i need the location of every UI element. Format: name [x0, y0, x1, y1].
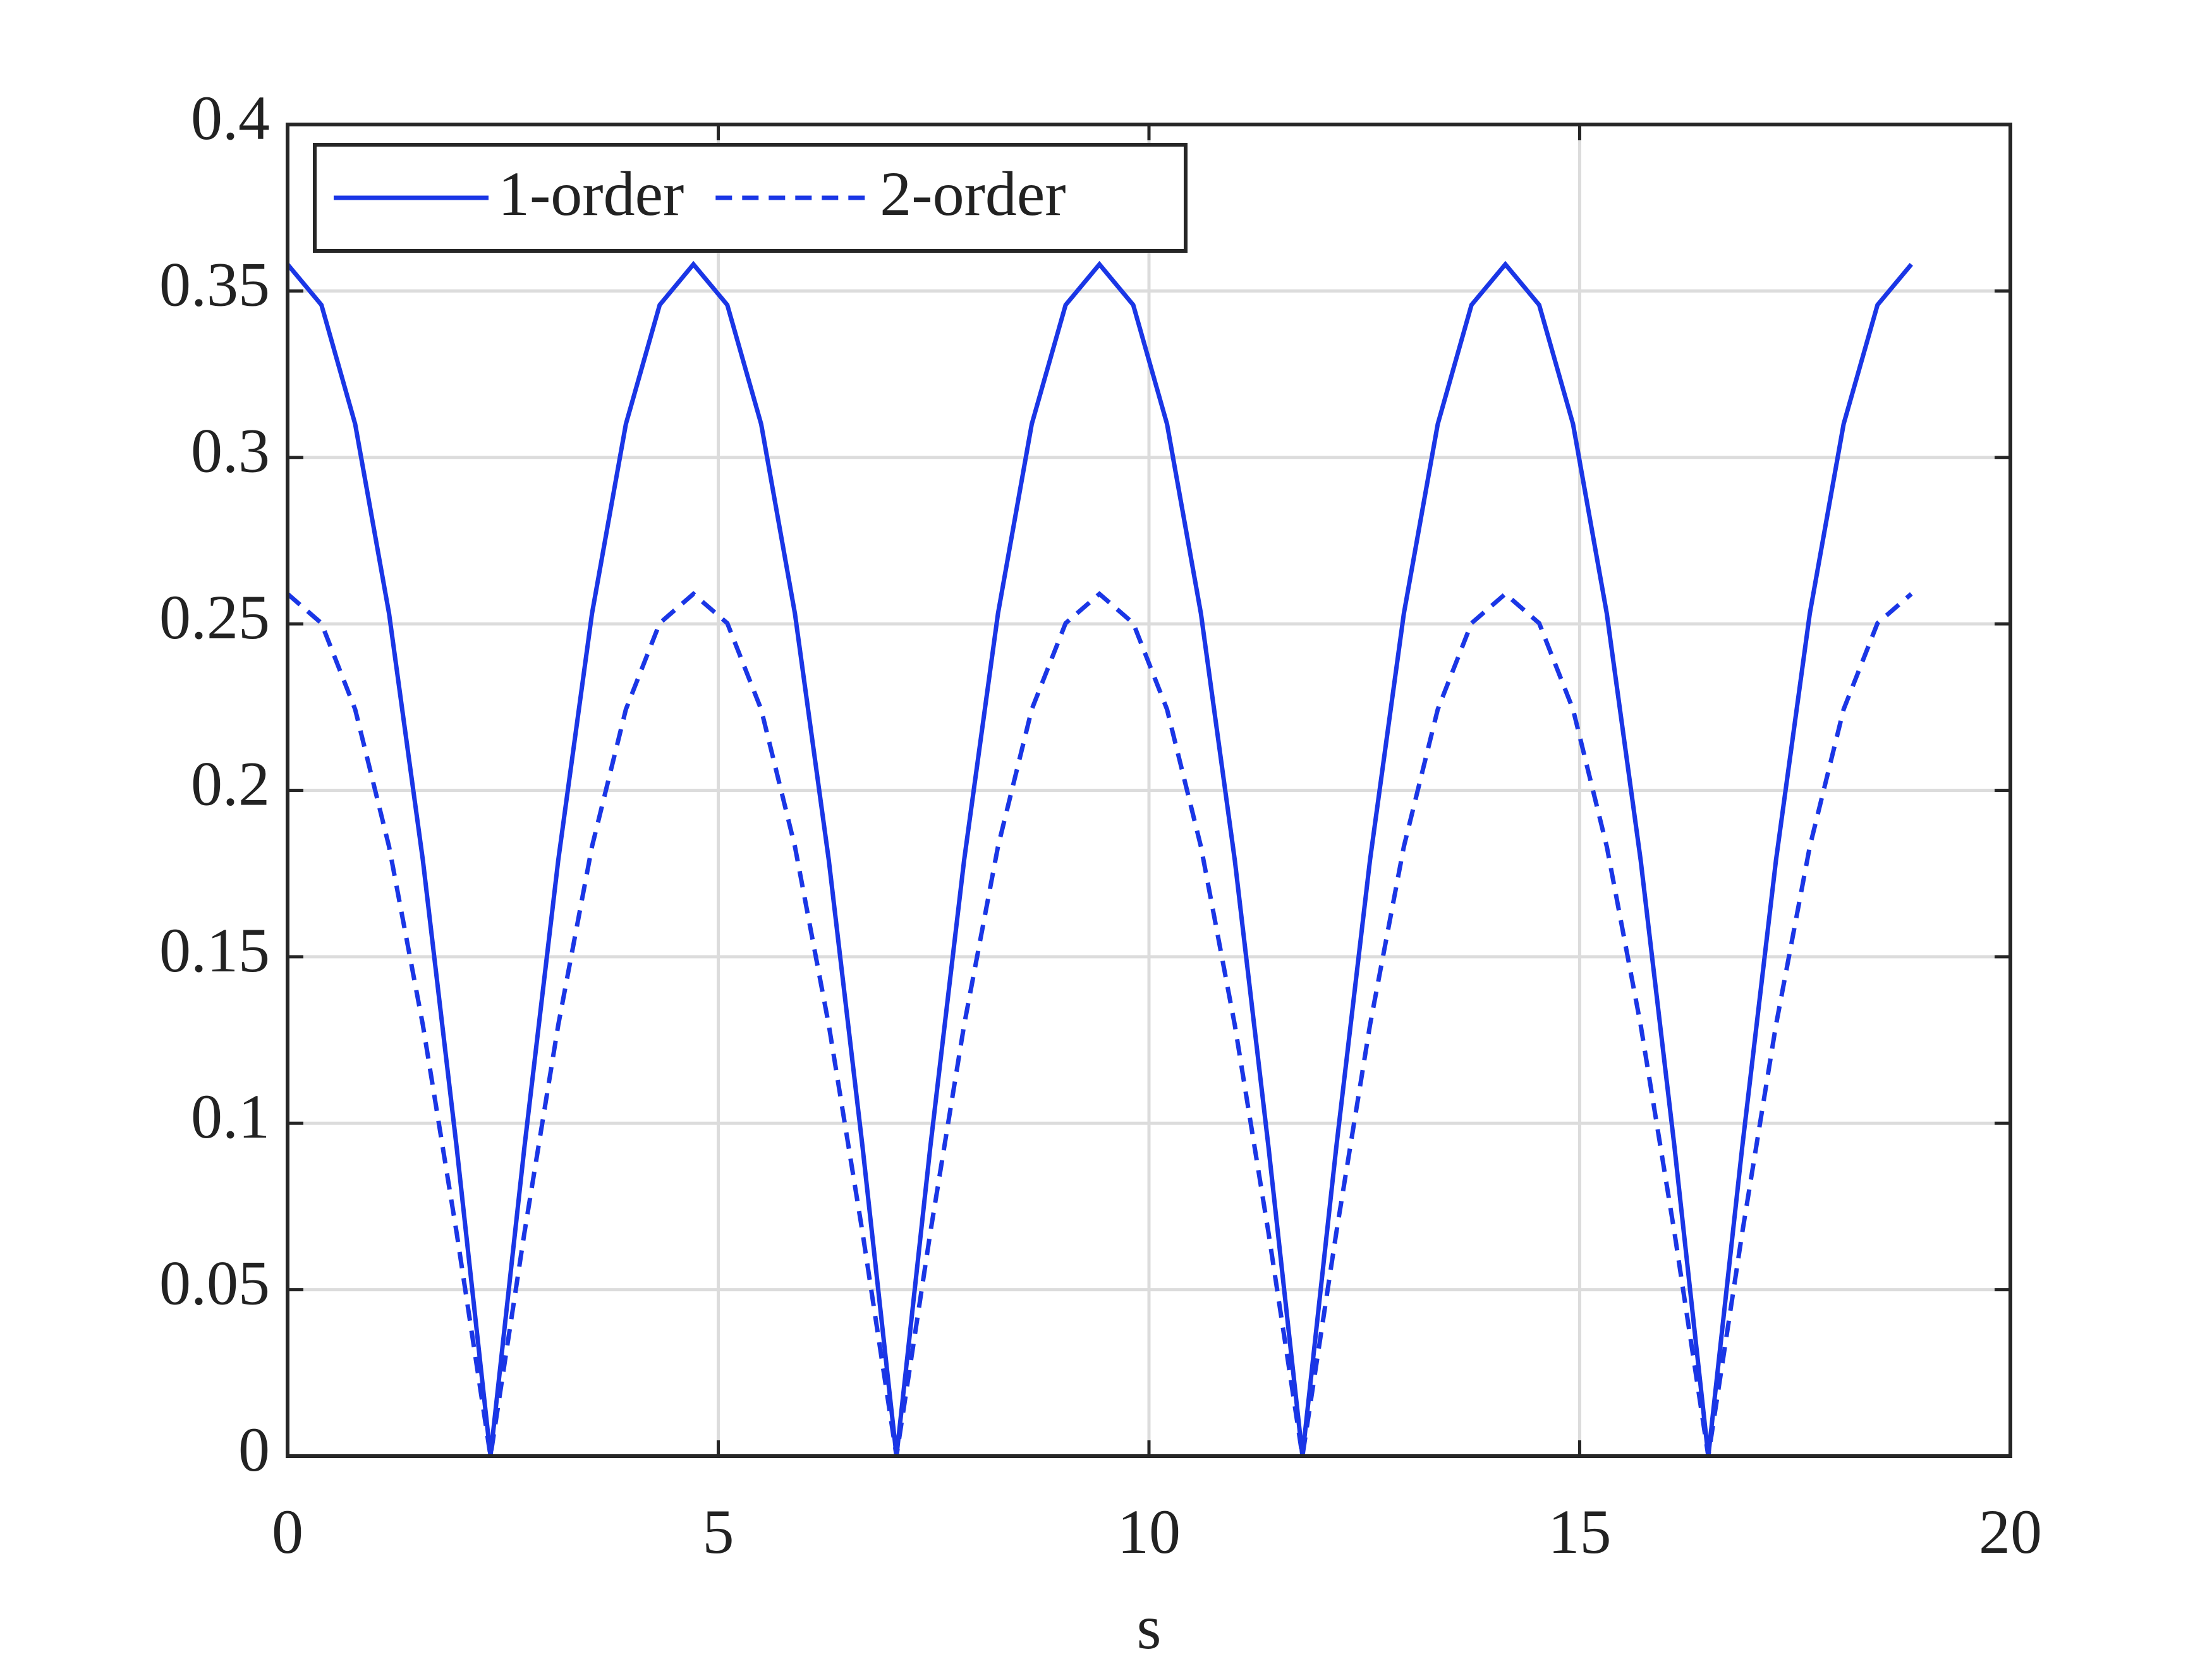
- legend-label: 1-order: [498, 159, 684, 229]
- legend-label: 2-order: [880, 159, 1066, 229]
- x-axis-label: s: [1137, 1592, 1162, 1659]
- y-tick-label: 0.15: [159, 915, 270, 985]
- y-tick-label: 0: [238, 1414, 270, 1485]
- x-tick-label: 5: [703, 1497, 734, 1567]
- y-tick-label: 0.3: [191, 416, 270, 486]
- y-tick-label: 0.1: [191, 1081, 270, 1152]
- line-series: [286, 260, 1913, 1457]
- y-tick-label: 0.4: [191, 83, 270, 153]
- y-tick-label: 0.05: [159, 1248, 270, 1318]
- plot-frame: [286, 123, 2012, 1458]
- x-tick-label: 0: [272, 1497, 303, 1567]
- x-tick-label: 10: [1117, 1497, 1181, 1567]
- x-tick-label: 15: [1548, 1497, 1612, 1567]
- y-tick-label: 0.25: [159, 582, 270, 652]
- x-tick-label: 20: [1979, 1497, 2042, 1567]
- y-tick-label: 0.35: [159, 249, 270, 319]
- line-series: [286, 591, 1913, 1457]
- y-tick-label: 0.2: [191, 748, 270, 818]
